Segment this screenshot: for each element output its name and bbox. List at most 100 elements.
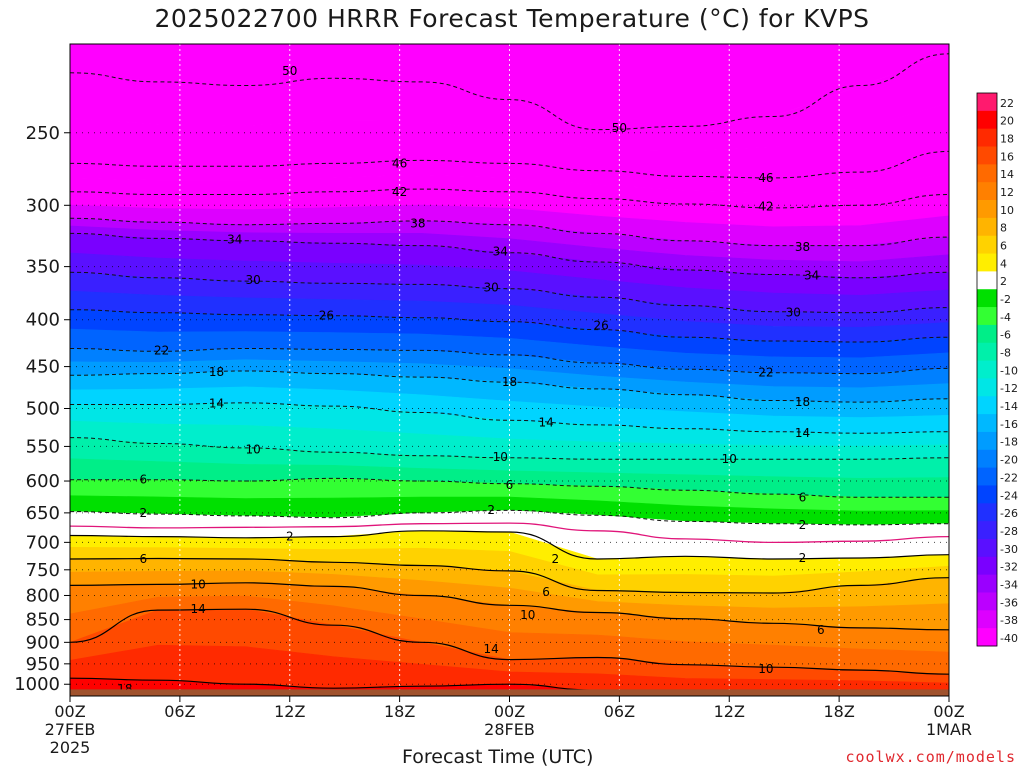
contour-label: 34 — [493, 245, 508, 259]
x-tick-label: 12Z — [274, 702, 305, 721]
x-tick-label: 06Z — [604, 702, 635, 721]
y-tick-label: 450 — [26, 357, 60, 378]
contour-label: 42 — [758, 200, 773, 214]
colorbar-label: -10 — [1000, 364, 1018, 377]
colorbar-swatch — [977, 128, 997, 147]
y-tick-label: 900 — [26, 632, 60, 653]
colorbar-label: -18 — [1000, 436, 1018, 449]
colorbar-swatch — [977, 217, 997, 237]
colorbar-swatch — [977, 449, 997, 469]
contour-label: 38 — [410, 216, 425, 230]
x-tick-date: 1MAR — [926, 720, 972, 739]
contour-label: 46 — [758, 171, 773, 185]
contour-label: 22 — [758, 366, 773, 380]
colorbar-label: 2 — [1000, 275, 1007, 288]
y-tick-label: 300 — [26, 195, 60, 216]
y-axis-pressure: 2503003504004505005506006507007508008509… — [14, 123, 70, 695]
contour-label: 6 — [542, 585, 550, 599]
colorbar-swatch — [977, 574, 997, 593]
y-tick-label: 750 — [26, 560, 60, 581]
contour-label: 50 — [612, 121, 627, 135]
y-tick-label: 800 — [26, 586, 60, 607]
isotherm-contours — [70, 53, 949, 693]
colorbar-frame — [976, 92, 998, 647]
colorbar-label: -26 — [1000, 507, 1018, 520]
colorbar-swatch — [977, 360, 997, 379]
contour-label: 46 — [392, 156, 407, 170]
contour-label: 14 — [191, 602, 206, 616]
colorbar-swatch — [977, 324, 997, 344]
contour-label: 10 — [245, 442, 260, 456]
colorbar-label: 6 — [1000, 240, 1007, 253]
contour-label: 10 — [191, 577, 206, 591]
contour-label: 42 — [392, 185, 407, 199]
x-tick-label: 00Z — [54, 702, 85, 721]
y-tick-label: 350 — [26, 257, 60, 278]
contour-label: 18 — [209, 365, 224, 379]
x-tick-label: 06Z — [164, 702, 195, 721]
x-tick-year: 2025 — [50, 738, 91, 757]
contour-label: 30 — [484, 281, 499, 295]
y-tick-label: 1000 — [14, 674, 60, 695]
x-tick-date: 28FEB — [484, 720, 535, 739]
contour-label: 2 — [551, 552, 559, 566]
colorbar-label: -30 — [1000, 543, 1018, 556]
colorbar-label: -12 — [1000, 382, 1018, 395]
colorbar-swatch — [977, 271, 997, 290]
colorbar-label: -16 — [1000, 418, 1018, 431]
contour-label: 34 — [804, 269, 819, 283]
colorbar-swatch — [977, 235, 997, 254]
colorbar-swatch — [977, 521, 997, 540]
isotherm-line — [70, 522, 949, 544]
colorbar-swatch — [977, 253, 997, 272]
y-tick-label: 700 — [26, 532, 60, 553]
colorbar-swatch — [977, 628, 997, 647]
contour-label: 10 — [758, 662, 773, 676]
colorbar-swatch — [977, 164, 997, 183]
contour-label: 26 — [319, 309, 334, 323]
contour-label: 22 — [154, 343, 169, 357]
chart-title: 2025022700 HRRR Forecast Temperature (°C… — [154, 4, 870, 33]
colorbar-label: 8 — [1000, 222, 1007, 235]
contour-label: 26 — [593, 319, 608, 333]
colorbar-swatch — [977, 289, 997, 308]
isotherm-line — [70, 53, 949, 131]
credit-link[interactable]: coolwx.com/models — [845, 748, 1016, 766]
colorbar-swatch — [977, 592, 997, 611]
contour-label: 2 — [286, 530, 294, 544]
colorbar-label: -38 — [1000, 614, 1018, 627]
contour-label: 30 — [245, 273, 260, 287]
colorbar-label: -8 — [1000, 347, 1011, 360]
colorbar-swatch — [977, 485, 997, 504]
colorbar-label: 20 — [1000, 115, 1014, 128]
colorbar-label: -6 — [1000, 329, 1011, 342]
x-tick-label: 00Z — [494, 702, 525, 721]
contour-label: 14 — [795, 426, 810, 440]
colorbar-swatch — [977, 503, 997, 522]
y-tick-label: 550 — [26, 436, 60, 457]
x-tick-label: 18Z — [823, 702, 854, 721]
isotherm-line — [70, 530, 949, 560]
x-tick-label: 00Z — [933, 702, 964, 721]
colorbar-label: -28 — [1000, 525, 1018, 538]
colorbar-label: -20 — [1000, 454, 1018, 467]
colorbar-legend: 22 20 18 16 14 12 10 8 6 4 2 -2 -4 -6 -8 -10 -12 -14 -16 -1… — [976, 92, 1018, 647]
ground-surface — [70, 689, 949, 696]
colorbar-swatch — [977, 342, 997, 361]
contour-label: 2 — [139, 506, 147, 520]
colorbar-swatch — [977, 182, 997, 201]
contour-label: 10 — [722, 452, 737, 466]
contour-label: 14 — [209, 397, 224, 411]
colorbar-label: -40 — [1000, 632, 1018, 645]
contour-label: 34 — [227, 233, 242, 247]
colorbar-swatch — [977, 467, 997, 486]
colorbar-label: 4 — [1000, 257, 1007, 270]
contour-label: 2 — [799, 518, 807, 532]
contour-label: 10 — [493, 450, 508, 464]
contour-label: 18 — [502, 375, 517, 389]
colorbar-label: -14 — [1000, 400, 1018, 413]
contour-label: 18 — [795, 395, 810, 409]
colorbar-swatch — [977, 200, 997, 219]
